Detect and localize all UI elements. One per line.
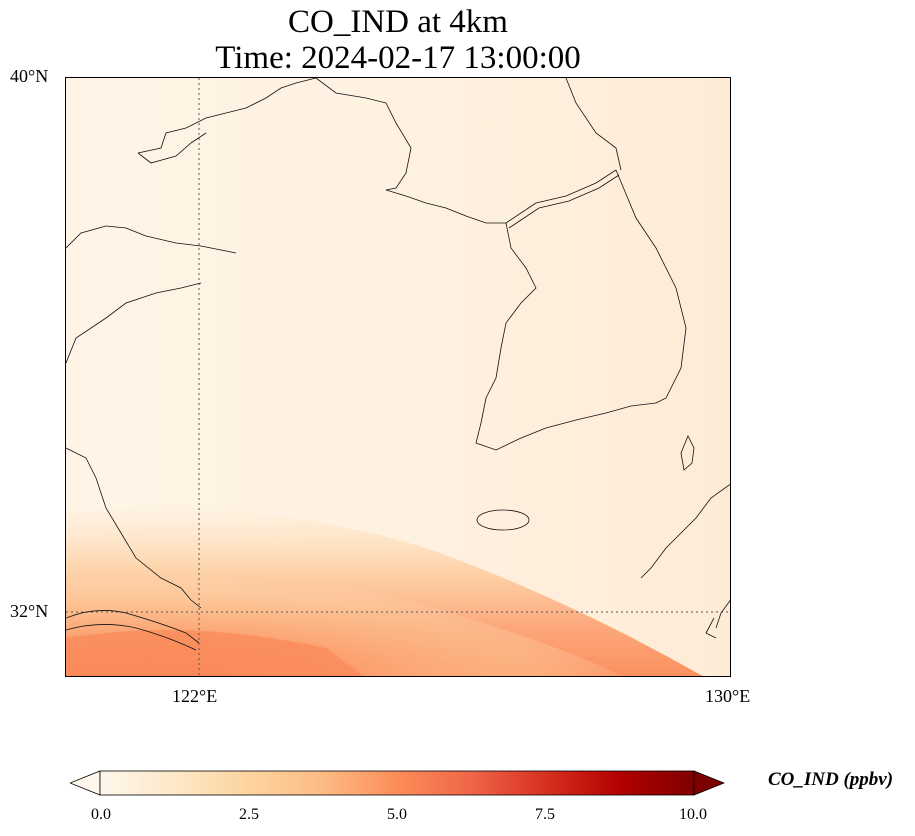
lon-tick-130e: 130°E	[705, 686, 751, 706]
colorbar-gradient	[99, 770, 695, 796]
map-panel	[65, 77, 731, 677]
colorbar-tick-4: 10.0	[679, 806, 707, 823]
lat-tick-40n: 40°N	[10, 66, 49, 86]
colorbar-label: CO_IND (ppbv)	[768, 769, 894, 790]
colorbar-tick-2: 5.0	[387, 806, 407, 823]
chart-title-line1: CO_IND at 4km	[288, 4, 508, 40]
map-svg	[66, 78, 730, 676]
field-plume-max	[66, 630, 364, 676]
chart-title-line2: Time: 2024-02-17 13:00:00	[215, 40, 581, 76]
lon-tick-122e: 122°E	[172, 686, 218, 706]
colorbar-extend-low	[70, 770, 101, 796]
lat-tick-32n: 32°N	[10, 601, 49, 621]
colorbar-extend-high	[693, 770, 725, 796]
colorbar-tick-1: 2.5	[239, 806, 259, 823]
colorbar-tick-0: 0.0	[91, 806, 111, 823]
coastlines	[66, 78, 730, 651]
colorbar	[70, 770, 725, 796]
colorbar-tick-3: 7.5	[535, 806, 555, 823]
